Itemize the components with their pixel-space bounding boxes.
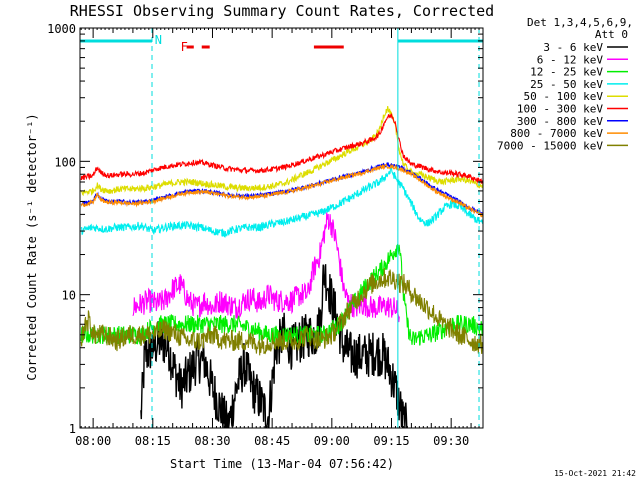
legend-entry-label: 3 - 6 keV xyxy=(543,41,603,54)
footer-stamp: 15-Oct-2021 21:42 xyxy=(554,469,636,478)
x-tick-label: 09:00 xyxy=(314,434,350,448)
legend-entry-label: 12 - 25 keV xyxy=(530,66,603,79)
night-label: N xyxy=(155,33,162,47)
x-tick-label: 08:00 xyxy=(75,434,111,448)
x-tick-label: 08:30 xyxy=(194,434,230,448)
x-axis-label: Start Time (13-Mar-04 07:56:42) xyxy=(170,457,394,471)
series-layer xyxy=(80,106,483,428)
chart-title: RHESSI Observing Summary Count Rates, Co… xyxy=(70,2,494,20)
x-tick-label: 08:15 xyxy=(135,434,171,448)
series-line-25to50kev xyxy=(80,165,483,238)
series-line-800to7000kev xyxy=(80,163,483,218)
legend-header-attenuator: Att 0 xyxy=(595,28,628,41)
legend-entry-label: 800 - 7000 keV xyxy=(510,127,603,140)
legend-entry-label: 300 - 800 keV xyxy=(517,115,603,128)
y-tick-label: 10 xyxy=(62,289,76,303)
legend-entry-label: 7000 - 15000 keV xyxy=(497,139,603,152)
legend-entry-label: 50 - 100 keV xyxy=(524,90,604,103)
y-tick-label: 1000 xyxy=(47,22,76,36)
axis-layer: 1 10 100 1000 08:00 08:15 08:30 08:45 09:00 09:15… xyxy=(47,22,484,448)
flare-label: F xyxy=(181,40,188,54)
legend-header-detectors: Det 1,3,4,5,6,9, xyxy=(527,16,633,29)
series-line-3to6kev xyxy=(140,264,408,428)
x-tick-label: 09:15 xyxy=(373,434,409,448)
y-tick-label: 1 xyxy=(69,422,76,436)
series-line-100to300kev xyxy=(80,113,483,184)
legend-entry-label: 6 - 12 keV xyxy=(537,53,604,66)
plot-frame xyxy=(79,27,484,429)
legend-entry-label: 100 - 300 keV xyxy=(517,103,603,116)
y-tick-label: 100 xyxy=(54,155,76,169)
legend-entry-label: 25 - 50 keV xyxy=(530,78,603,91)
y-axis-label: Corrected Count Rate (s⁻¹ detector⁻¹) xyxy=(25,113,39,380)
x-tick-label: 08:45 xyxy=(254,434,290,448)
series-line-7000to15000kev xyxy=(80,267,483,356)
x-tick-label: 09:30 xyxy=(433,434,469,448)
